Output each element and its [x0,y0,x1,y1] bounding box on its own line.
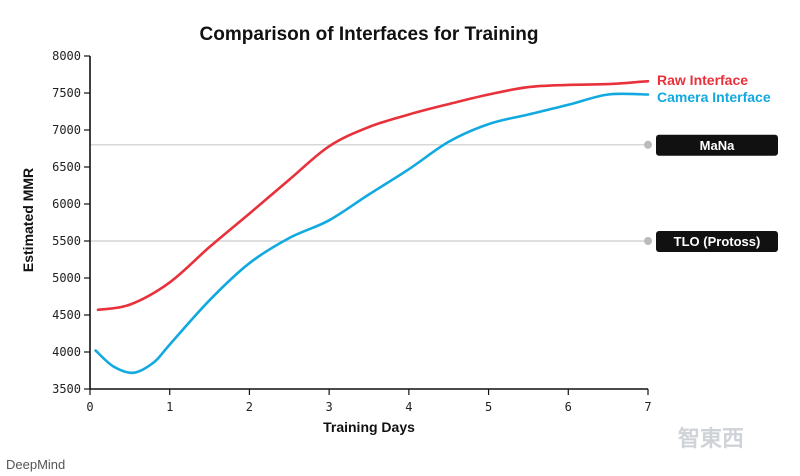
y-tick-label: 6000 [52,197,81,211]
credit-text: DeepMind [6,457,65,472]
watermark-logo: 智東西 [678,426,744,452]
chart-title: Comparison of Interfaces for Training [200,24,539,45]
y-tick-label: 7500 [52,86,81,100]
series-line-camera-interface [94,92,650,375]
reference-labels: MaNa TLO (Protoss) [656,134,778,252]
reference-dot [644,237,652,245]
reference-label: TLO (Protoss) [674,234,761,249]
x-tick-label: 6 [565,400,572,414]
reference-lines [90,140,652,245]
legend-entry: Camera Interface [657,89,771,105]
y-tick-label: 7000 [52,123,81,137]
reference-label-box [656,231,778,252]
y-tick-label: 3500 [52,382,81,396]
legend-entry: Raw Interface [657,72,748,88]
x-tick-label: 2 [246,400,253,414]
x-axis-label: Training Days [323,419,415,435]
x-tick-label: 5 [485,400,492,414]
reference-label-box [656,134,778,156]
axes: 3500 4000 4500 5000 5500 6000 6500 7000 7500 8000… [52,49,652,414]
x-tick-label: 0 [86,400,93,414]
x-tick-label: 7 [644,400,651,414]
x-tick-label: 4 [405,400,412,414]
y-tick-label: 6500 [52,160,81,174]
x-tick-label: 3 [326,400,333,414]
y-tick-label: 4000 [52,345,81,359]
y-tick-label: 5000 [52,271,81,285]
reference-dot [644,140,652,149]
reference-label: MaNa [700,138,735,153]
series-lines [94,79,650,375]
y-tick-label: 8000 [52,49,81,63]
y-axis-label: Estimated MMR [20,168,36,272]
x-tick-label: 1 [166,400,173,414]
y-tick-label: 4500 [52,308,81,322]
y-tick-label: 5500 [52,234,81,248]
series-line-raw-interface [96,79,650,312]
